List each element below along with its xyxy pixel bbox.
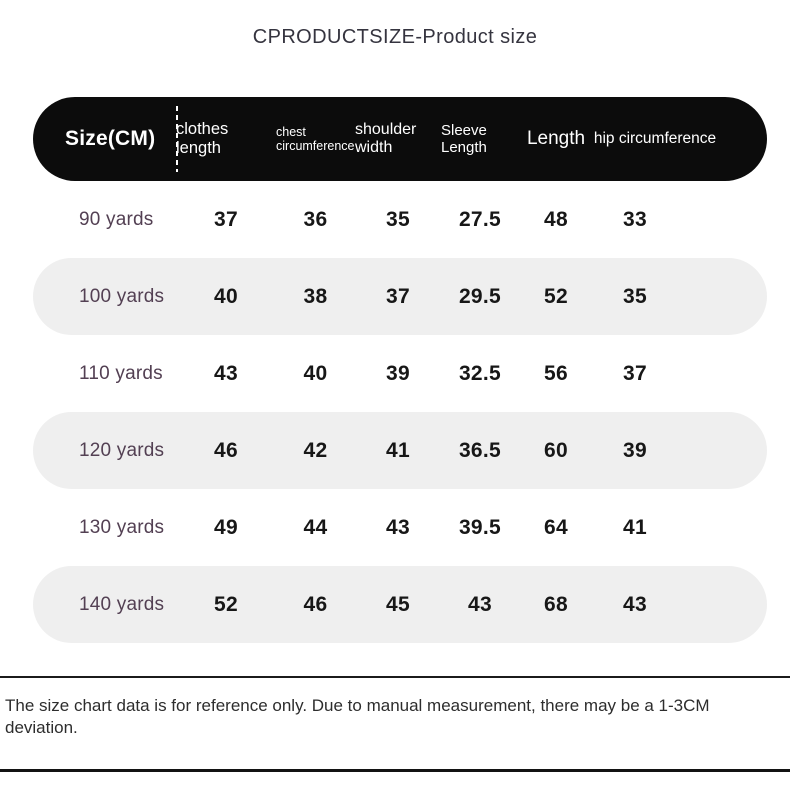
row-value: 37 bbox=[623, 361, 647, 385]
table-row-90-yards: 90 yards 37 36 35 27.5 48 33 bbox=[33, 181, 767, 258]
header-col-sleeve-length: Sleeve Length bbox=[441, 121, 487, 156]
row-value: 39.5 bbox=[458, 515, 502, 539]
row-value: 37 bbox=[386, 284, 410, 308]
header-col-chest-circumference: chest circumference bbox=[276, 124, 355, 153]
row-value: 41 bbox=[386, 438, 410, 462]
row-label: 130 yards bbox=[79, 516, 165, 538]
row-value: 41 bbox=[623, 515, 647, 539]
row-value: 27.5 bbox=[458, 207, 502, 231]
table-row-120-yards: 120 yards 46 42 41 36.5 60 39 bbox=[33, 412, 767, 489]
row-value: 45 bbox=[386, 592, 410, 616]
row-value: 40 bbox=[214, 284, 238, 308]
row-value: 35 bbox=[386, 207, 410, 231]
row-value: 40 bbox=[303, 361, 328, 385]
row-value: 68 bbox=[544, 592, 568, 616]
row-label: 90 yards bbox=[79, 208, 154, 230]
row-value: 48 bbox=[544, 207, 568, 231]
row-value: 33 bbox=[623, 207, 647, 231]
table-header-row: Size(CM) clothes length chest circumfere… bbox=[33, 97, 767, 181]
row-value: 43 bbox=[468, 592, 492, 616]
row-value: 38 bbox=[303, 284, 328, 308]
row-label: 120 yards bbox=[79, 439, 165, 461]
row-value: 43 bbox=[623, 592, 647, 616]
header-col-clothes-length: clothes length bbox=[176, 120, 229, 157]
row-value: 56 bbox=[544, 361, 568, 385]
row-value: 39 bbox=[386, 361, 410, 385]
row-value: 36 bbox=[303, 207, 328, 231]
row-value: 32.5 bbox=[458, 361, 502, 385]
row-value: 43 bbox=[214, 361, 238, 385]
reference-disclaimer: The size chart data is for reference onl… bbox=[0, 676, 790, 772]
header-dashed-divider bbox=[176, 106, 178, 172]
row-value: 52 bbox=[544, 284, 568, 308]
row-value: 49 bbox=[214, 515, 238, 539]
row-value: 39 bbox=[623, 438, 647, 462]
reference-disclaimer-text: The size chart data is for reference onl… bbox=[5, 696, 710, 737]
row-value: 60 bbox=[544, 438, 568, 462]
table-row-140-yards: 140 yards 52 46 45 43 68 43 bbox=[33, 566, 767, 643]
table-row-100-yards: 100 yards 40 38 37 29.5 52 35 bbox=[33, 258, 767, 335]
row-value: 52 bbox=[214, 592, 238, 616]
row-value: 42 bbox=[303, 438, 328, 462]
header-col-shoulder-width: shoulder width bbox=[355, 120, 417, 156]
row-value: 29.5 bbox=[458, 284, 502, 308]
row-value: 36.5 bbox=[458, 438, 502, 462]
header-size-label: Size(CM) bbox=[65, 127, 156, 150]
row-value: 37 bbox=[214, 207, 238, 231]
row-value: 44 bbox=[303, 515, 328, 539]
row-value: 46 bbox=[303, 592, 328, 616]
row-label: 100 yards bbox=[79, 285, 165, 307]
row-value: 64 bbox=[544, 515, 568, 539]
header-col-length: Length bbox=[526, 128, 586, 150]
row-value: 46 bbox=[214, 438, 238, 462]
header-col-hip-circumference: hip circumference bbox=[593, 130, 717, 148]
row-label: 110 yards bbox=[79, 362, 163, 384]
row-value: 35 bbox=[623, 284, 647, 308]
row-value: 43 bbox=[386, 515, 410, 539]
table-row-130-yards: 130 yards 49 44 43 39.5 64 41 bbox=[33, 489, 767, 566]
row-label: 140 yards bbox=[79, 593, 165, 615]
table-row-110-yards: 110 yards 43 40 39 32.5 56 37 bbox=[33, 335, 767, 412]
size-table: Size(CM) clothes length chest circumfere… bbox=[33, 97, 767, 643]
page-title: CPRODUCTSIZE-Product size bbox=[252, 26, 538, 48]
